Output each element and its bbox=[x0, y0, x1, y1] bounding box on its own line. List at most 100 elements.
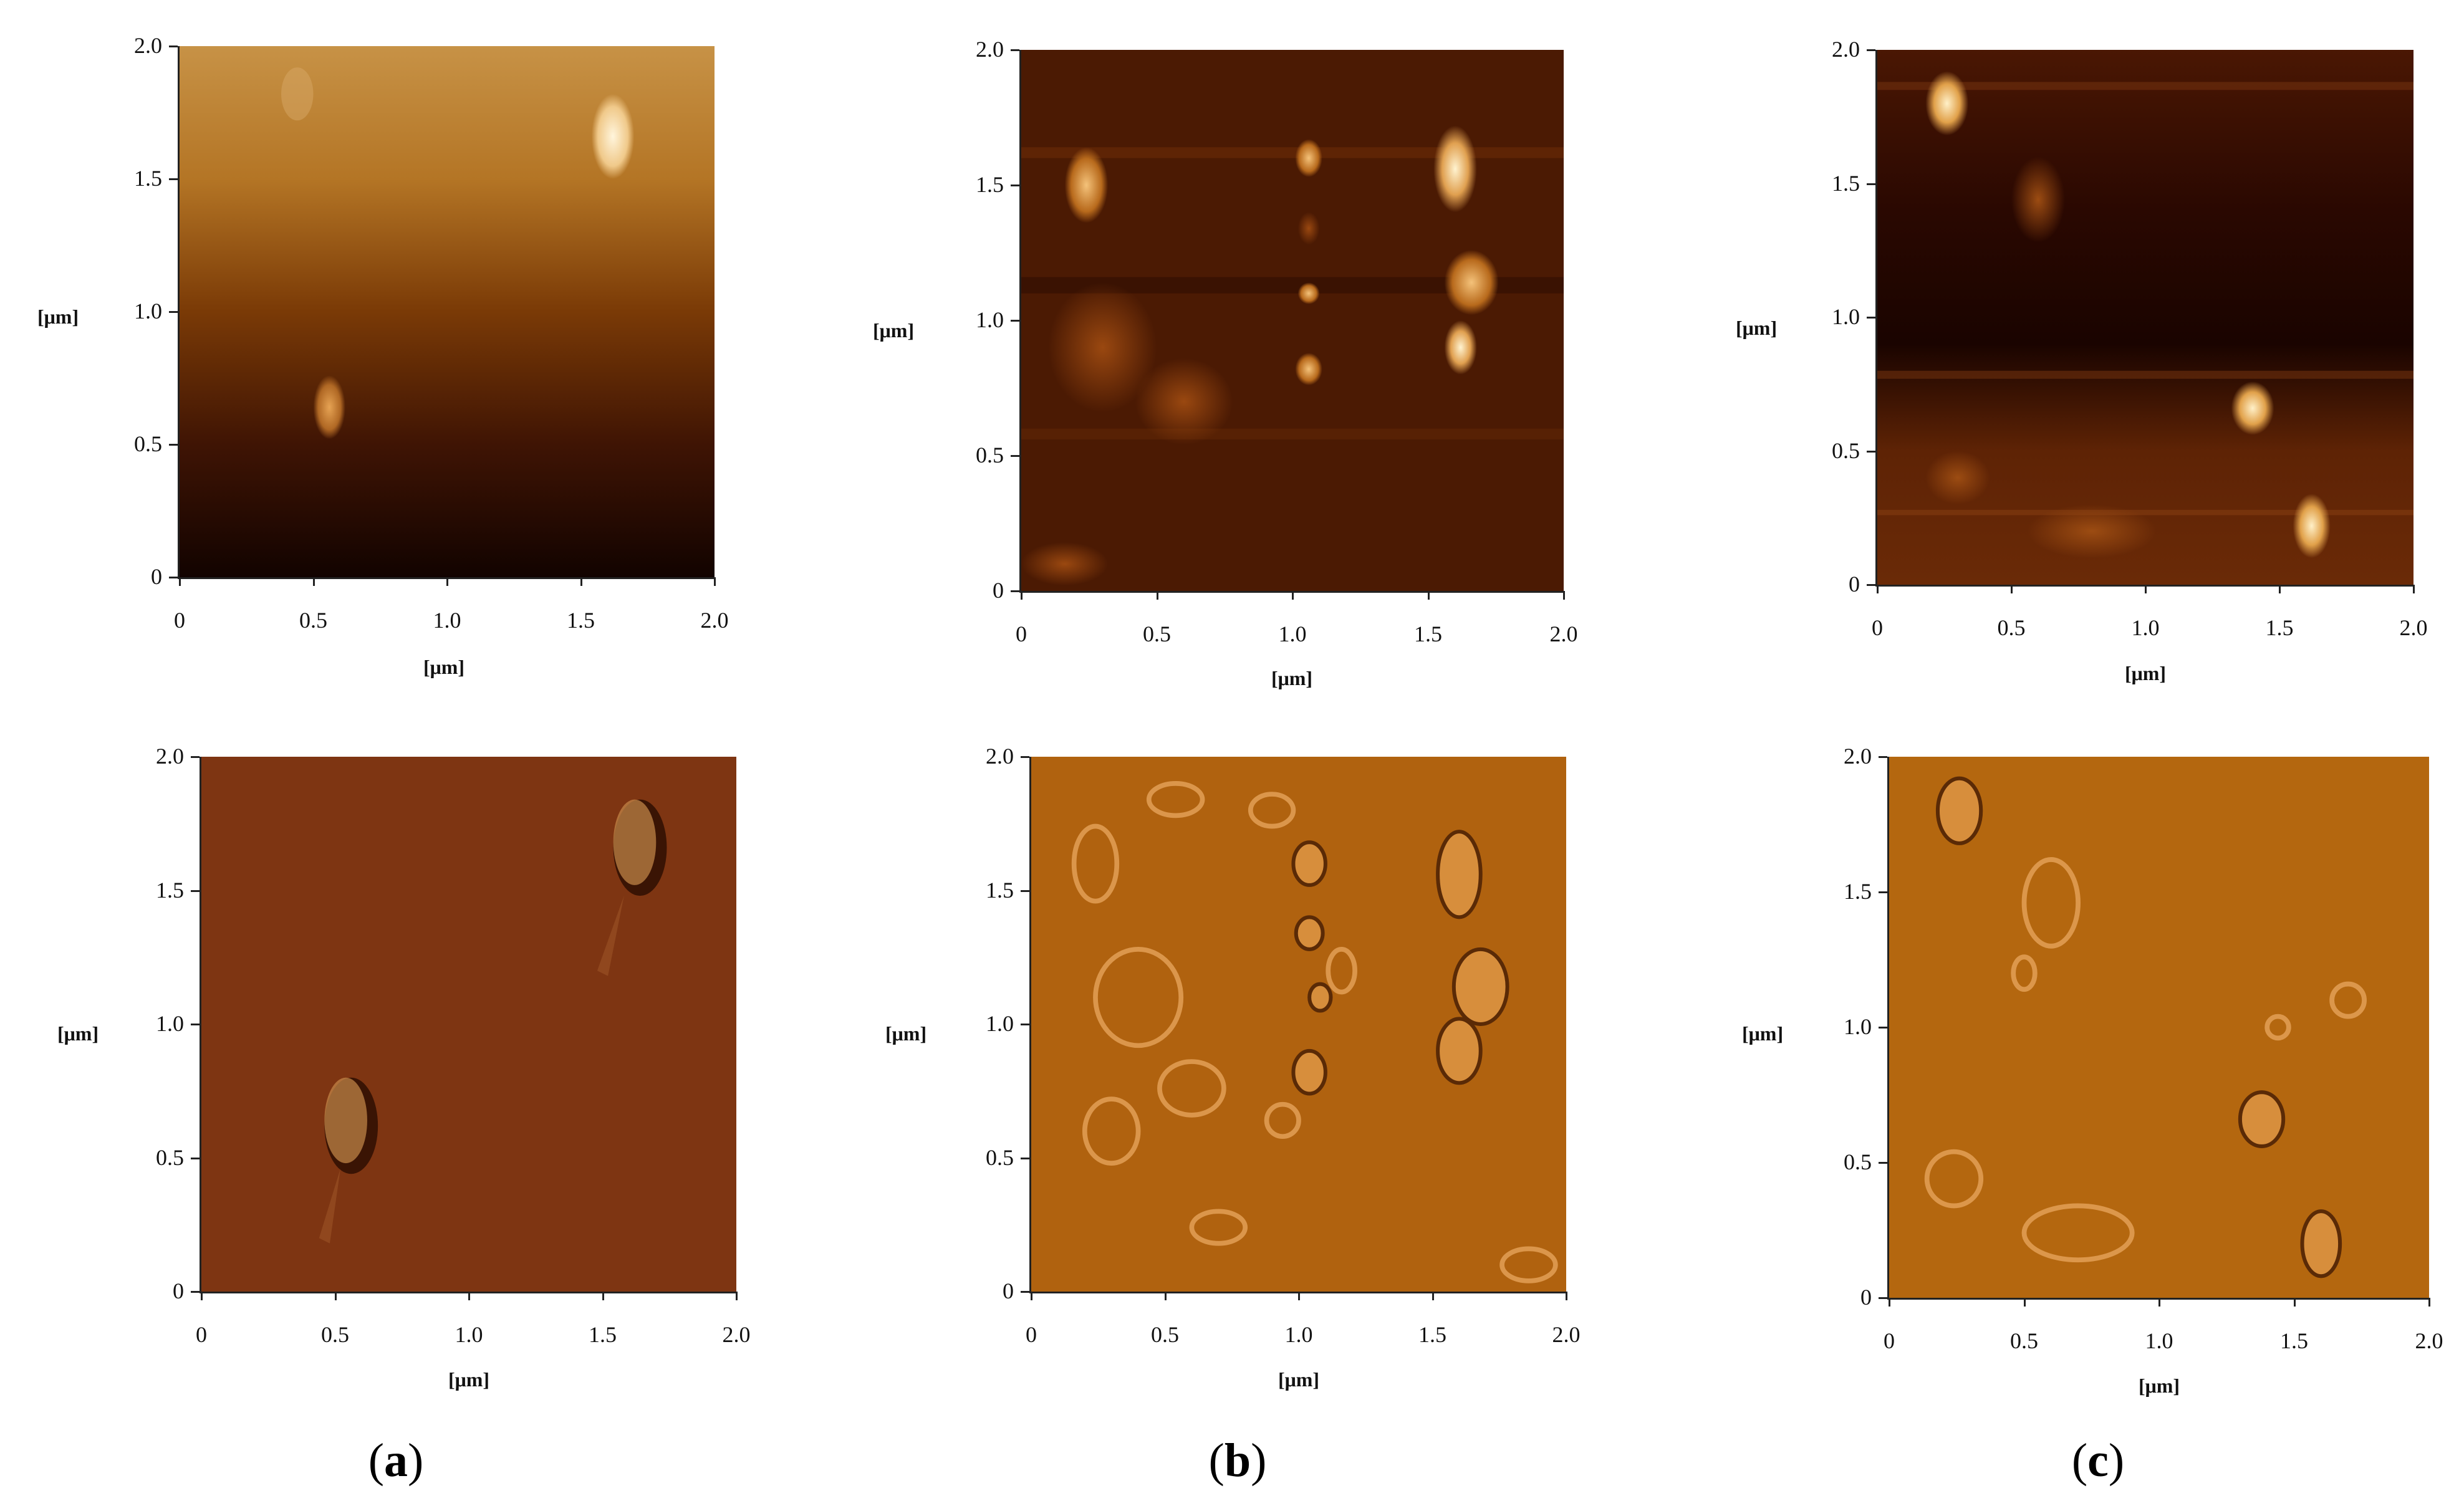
afm-height-image-b bbox=[1021, 50, 1564, 591]
y-axis-label: [μm] bbox=[57, 1022, 99, 1045]
y-tick bbox=[191, 1291, 200, 1293]
caption-c: (c) bbox=[2071, 1434, 2125, 1487]
x-axis-label: [μm] bbox=[1278, 1368, 1320, 1391]
y-tick bbox=[169, 577, 178, 578]
y-tick bbox=[1879, 891, 1887, 893]
afm-amplitude-image-c bbox=[1889, 757, 2429, 1298]
y-axis-line bbox=[1019, 50, 1021, 591]
x-tick bbox=[2293, 1298, 2296, 1307]
x-tick bbox=[1563, 591, 1565, 600]
y-tick bbox=[1879, 1162, 1887, 1164]
x-tick-label: 0.5 bbox=[321, 1322, 349, 1347]
x-tick bbox=[602, 1292, 604, 1300]
x-tick-label: 2.0 bbox=[2399, 615, 2428, 640]
x-tick bbox=[2158, 1298, 2160, 1307]
x-tick bbox=[1298, 1292, 1300, 1300]
y-tick-label: 2.0 bbox=[156, 744, 184, 769]
y-tick bbox=[1021, 1157, 1029, 1159]
x-tick bbox=[1877, 585, 1879, 593]
x-tick-label: 1.5 bbox=[2280, 1328, 2308, 1353]
y-axis-label: [μm] bbox=[37, 305, 79, 328]
x-tick-label: 2.0 bbox=[2415, 1328, 2443, 1353]
y-tick bbox=[169, 311, 178, 313]
x-tick-label: 0.5 bbox=[1143, 621, 1171, 646]
y-axis-label: [μm] bbox=[873, 319, 915, 342]
x-tick-label: 1.5 bbox=[1418, 1322, 1446, 1347]
y-tick-label: 0 bbox=[173, 1278, 184, 1303]
y-tick bbox=[1879, 756, 1887, 758]
y-tick bbox=[1011, 590, 1019, 592]
x-axis-label: [μm] bbox=[448, 1368, 490, 1391]
x-tick bbox=[1021, 591, 1023, 600]
x-tick-label: 1.0 bbox=[433, 608, 461, 633]
y-tick-label: 0.5 bbox=[1844, 1149, 1872, 1174]
y-tick bbox=[169, 178, 178, 180]
x-tick-label: 2.0 bbox=[1549, 621, 1578, 646]
x-tick bbox=[714, 577, 716, 586]
x-tick-label: 0.5 bbox=[1151, 1322, 1179, 1347]
x-tick bbox=[1156, 591, 1158, 600]
y-tick bbox=[191, 1024, 200, 1025]
x-tick bbox=[201, 1292, 203, 1300]
x-tick-label: 1.0 bbox=[1284, 1322, 1313, 1347]
y-tick bbox=[169, 46, 178, 47]
y-tick-label: 1.0 bbox=[1832, 304, 1860, 329]
y-axis-line bbox=[1029, 757, 1031, 1292]
x-axis-label: [μm] bbox=[2138, 1374, 2180, 1397]
y-axis-line bbox=[1887, 757, 1889, 1298]
x-tick bbox=[1566, 1292, 1567, 1300]
x-tick bbox=[2279, 585, 2281, 593]
x-tick bbox=[446, 577, 448, 586]
y-tick bbox=[1021, 1291, 1029, 1293]
x-axis-line bbox=[178, 577, 715, 579]
x-tick bbox=[312, 577, 315, 586]
x-tick bbox=[1031, 1292, 1032, 1300]
y-tick bbox=[1011, 320, 1019, 322]
x-tick-label: 0 bbox=[1872, 615, 1883, 640]
y-tick-label: 0.5 bbox=[1832, 438, 1860, 463]
y-tick-label: 1.0 bbox=[976, 307, 1004, 332]
x-axis-line bbox=[200, 1292, 736, 1293]
y-tick bbox=[1867, 317, 1875, 319]
x-tick-label: 1.5 bbox=[2265, 615, 2294, 640]
afm-height-image-a bbox=[180, 46, 715, 577]
x-tick-label: 0 bbox=[1884, 1328, 1895, 1353]
y-tick-label: 0 bbox=[1860, 1285, 1872, 1310]
x-tick bbox=[736, 1292, 738, 1300]
afm-height-image-c bbox=[1877, 50, 2413, 585]
y-tick-label: 1.5 bbox=[976, 172, 1004, 197]
x-tick bbox=[2428, 1298, 2430, 1307]
y-tick bbox=[1021, 1024, 1029, 1025]
x-axis-line bbox=[1887, 1298, 2429, 1300]
x-axis-line bbox=[1875, 585, 2413, 587]
y-tick-label: 1.5 bbox=[134, 166, 162, 191]
y-tick-label: 1.0 bbox=[1844, 1014, 1872, 1039]
x-axis-label: [μm] bbox=[1271, 667, 1313, 689]
x-tick-label: 0 bbox=[174, 608, 185, 633]
y-tick bbox=[1867, 183, 1875, 185]
y-tick-label: 2.0 bbox=[1832, 37, 1860, 62]
y-tick-label: 0.5 bbox=[976, 443, 1004, 468]
x-tick bbox=[2011, 585, 2013, 593]
y-tick-label: 1.5 bbox=[986, 877, 1014, 903]
y-tick-label: 0.5 bbox=[986, 1144, 1014, 1170]
y-tick-label: 0 bbox=[1849, 572, 1860, 597]
x-tick-label: 2.0 bbox=[722, 1322, 751, 1347]
y-tick bbox=[1867, 49, 1875, 51]
y-tick bbox=[1867, 450, 1875, 453]
x-tick-label: 2.0 bbox=[1552, 1322, 1581, 1347]
y-axis-label: [μm] bbox=[1736, 317, 1778, 339]
x-tick bbox=[334, 1292, 337, 1300]
x-tick-label: 1.0 bbox=[2145, 1328, 2173, 1353]
y-tick-label: 2.0 bbox=[976, 37, 1004, 62]
y-tick-label: 2.0 bbox=[986, 744, 1014, 769]
y-tick-label: 1.0 bbox=[134, 299, 162, 324]
y-tick bbox=[1011, 49, 1019, 51]
x-tick-label: 0 bbox=[1016, 621, 1027, 646]
y-tick-label: 1.0 bbox=[156, 1011, 184, 1036]
y-tick-label: 0.5 bbox=[156, 1144, 184, 1170]
x-tick bbox=[1292, 591, 1294, 600]
x-tick-label: 1.0 bbox=[455, 1322, 483, 1347]
caption-b: (b) bbox=[1208, 1434, 1267, 1487]
